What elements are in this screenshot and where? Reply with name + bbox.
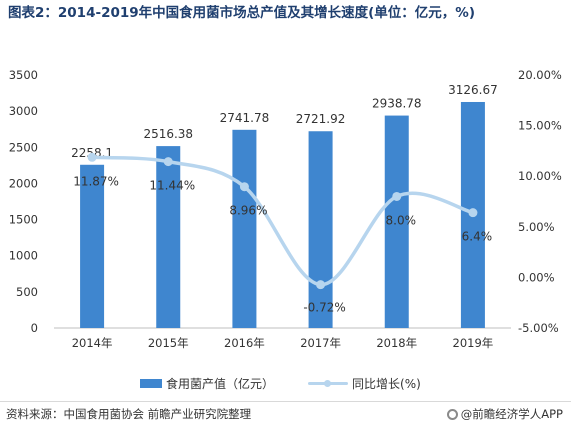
y-left-tick-label: 1500 (9, 213, 38, 227)
x-tick-label: 2017年 (300, 336, 341, 350)
legend-line-label: 同比增长(%) (352, 376, 421, 391)
legend-bar-label: 食用菌产值（亿元） (166, 376, 275, 391)
footer-divider (0, 401, 571, 402)
growth-value-label: 11.44% (149, 179, 195, 193)
growth-point (468, 208, 478, 218)
y-right-tick-label: 10.00% (518, 169, 562, 183)
bar-value-label: 2721.92 (296, 112, 346, 126)
bar-value-label: 2516.38 (143, 127, 193, 141)
chart-canvas: 0 500 1000 1500 2000 2500 3000 3500 -5.00% 0.00% 5… (9, 68, 562, 350)
y-left-tick-label: 1000 (9, 249, 38, 263)
brand-logo-icon (446, 408, 458, 420)
bar (232, 129, 257, 328)
y-left-tick-label: 3000 (9, 104, 38, 118)
growth-point (316, 280, 326, 290)
legend-item-bar: 食用菌产值（亿元） (140, 375, 274, 392)
y-right-tick-label: 0.00% (518, 270, 555, 284)
x-tick-label: 2014年 (72, 336, 113, 350)
growth-point (239, 182, 249, 192)
x-tick-label: 2019年 (453, 336, 494, 350)
source-note: 资料来源：中国食用菌协会 前瞻产业研究院整理 (6, 407, 252, 421)
y-right-tick-label: 20.00% (518, 68, 562, 82)
legend-bar-swatch (140, 378, 162, 388)
y-left-tick-label: 2500 (9, 140, 38, 154)
bar-value-label: 2741.78 (220, 111, 270, 125)
bar (384, 115, 409, 328)
y-left-tick-label: 2000 (9, 176, 38, 190)
growth-point (392, 191, 402, 201)
bar (80, 164, 105, 328)
x-tick-label: 2015年 (148, 336, 189, 350)
growth-point (163, 157, 173, 167)
y-left-tick-label: 500 (16, 285, 38, 299)
growth-value-label: -0.72% (303, 301, 345, 315)
growth-point (87, 152, 97, 162)
y-right-tick-label: 15.00% (518, 119, 562, 133)
growth-value-label: 8.0% (386, 213, 417, 227)
growth-value-label: 8.96% (229, 204, 267, 218)
y-left-tick-label: 3500 (9, 68, 38, 82)
legend-line-swatch (308, 379, 349, 388)
legend-item-line: 同比增长(%) (308, 375, 421, 392)
x-tick-label: 2016年 (224, 336, 265, 350)
y-right-tick-label: 5.00% (518, 220, 555, 234)
bar (308, 131, 333, 328)
y-right-tick-label: -5.00% (518, 321, 559, 335)
bar-value-label: 3126.67 (448, 83, 498, 97)
y-left-tick-label: 0 (31, 321, 38, 335)
legend: 食用菌产值（亿元） 同比增长(%) (140, 374, 455, 392)
growth-value-label: 6.4% (462, 230, 493, 244)
brand-credit: @前瞻经济学人APP (446, 406, 563, 422)
brand-credit-text: @前瞻经济学人APP (460, 407, 563, 421)
chart-title: 图表2：2014-2019年中国食用菌市场总产值及其增长速度(单位：亿元，%) (8, 5, 476, 21)
growth-value-label: 11.87% (73, 174, 119, 188)
x-tick-label: 2018年 (376, 336, 417, 350)
bar-value-label: 2938.78 (372, 97, 422, 111)
bar (156, 146, 181, 328)
